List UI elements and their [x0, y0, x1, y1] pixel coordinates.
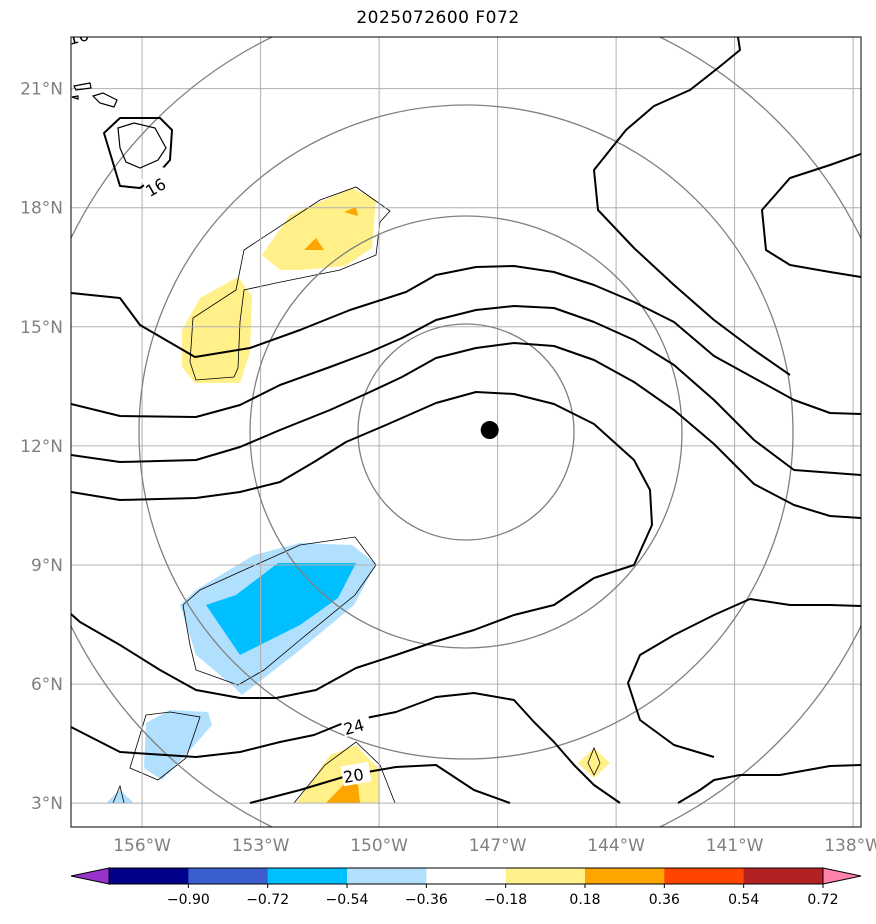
strong-positive-patch: [304, 238, 324, 250]
lat-tick-label: 12°N: [20, 437, 63, 457]
colorbar-segment: [743, 868, 824, 884]
contour-label: 16: [66, 25, 91, 49]
y-axis-labels: 3°N 6°N 9°N 12°N 15°N 18°N 21°N: [20, 80, 63, 815]
strong-positive-patch: [326, 780, 360, 803]
colorbar: −0.90 −0.72 −0.54 −0.36 −0.18 0.18 0.36 0.54 0.7…: [70, 867, 862, 908]
colorbar-segment: [347, 868, 427, 884]
negative-anomaly-patch: [106, 790, 134, 803]
lon-tick-label: 147°W: [469, 836, 527, 856]
lat-tick-label: 21°N: [20, 80, 63, 100]
storm-center-marker: [480, 421, 499, 440]
positive-anomaly-patch: [262, 188, 376, 270]
colorbar-segment: [585, 868, 665, 884]
colorbar-extend-high: [822, 867, 862, 885]
plot-title: 2025072600 F072: [356, 8, 520, 28]
contour-labels: 16 16 24 20: [66, 25, 373, 787]
thin-contours: [112, 186, 601, 804]
positive-anomaly-patch: [296, 745, 380, 803]
colorbar-segment: [664, 868, 745, 884]
colorbar-extend-low: [70, 867, 110, 885]
lon-tick-label: 156°W: [113, 836, 171, 856]
colorbar-tick-label: 0.18: [569, 892, 600, 908]
colorbar-tick-label: −0.18: [484, 892, 527, 908]
contour-label: 24: [342, 715, 367, 739]
coastline: [71, 82, 167, 169]
lat-tick-label: 3°N: [31, 794, 63, 814]
colorbar-tick-label: 0.72: [807, 892, 838, 908]
map-frame: [70, 36, 862, 828]
colorbar-tick-label: 0.36: [649, 892, 680, 908]
contour-label: 20: [342, 765, 365, 787]
colorbar-tick-label: −0.54: [326, 892, 369, 908]
grid-lines: [71, 37, 861, 827]
map-plot-area: 16 16 24 20: [66, 25, 861, 827]
range-rings: [71, 37, 861, 827]
positive-anomaly-patch: [578, 748, 610, 778]
lat-tick-label: 15°N: [20, 318, 63, 338]
negative-anomaly-patch: [144, 710, 212, 780]
shading-layer: [106, 188, 610, 803]
colorbar-tick-label: −0.72: [246, 892, 289, 908]
colorbar-tick-label: −0.36: [405, 892, 448, 908]
colorbar-segment: [188, 868, 269, 884]
lon-tick-label: 144°W: [587, 836, 645, 856]
strong-negative-patch: [206, 563, 356, 655]
colorbar-segment: [426, 868, 507, 884]
lat-tick-label: 18°N: [20, 199, 63, 219]
colorbar-tick-label: −0.90: [167, 892, 210, 908]
height-contours: [71, 37, 861, 804]
lat-tick-label: 6°N: [31, 675, 63, 695]
lon-tick-label: 138°W: [824, 836, 876, 856]
lon-tick-label: 150°W: [350, 836, 408, 856]
colorbar-segment: [505, 868, 586, 884]
colorbar-segment: [109, 868, 189, 884]
colorbar-tick-label: 0.54: [728, 892, 759, 908]
lon-tick-label: 153°W: [232, 836, 290, 856]
colorbar-segment: [267, 868, 348, 884]
strong-positive-patch: [344, 207, 358, 216]
lat-tick-label: 9°N: [31, 556, 63, 576]
x-axis-labels: 156°W 153°W 150°W 147°W 144°W 141°W 138°W: [113, 836, 876, 856]
lon-tick-label: 141°W: [706, 836, 764, 856]
colorbar-frame: [108, 867, 824, 885]
